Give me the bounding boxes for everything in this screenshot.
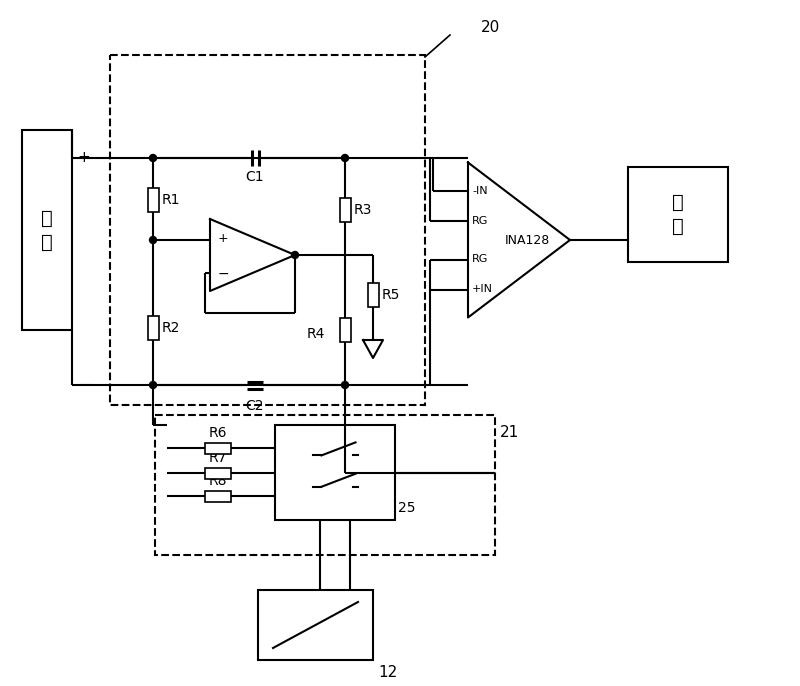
Text: +IN: +IN bbox=[472, 285, 493, 294]
Circle shape bbox=[150, 381, 157, 388]
Text: 输: 输 bbox=[672, 193, 684, 212]
Text: 25: 25 bbox=[398, 501, 415, 515]
Bar bbox=[367, 283, 378, 307]
Bar bbox=[205, 490, 231, 501]
Text: R5: R5 bbox=[382, 288, 400, 302]
Circle shape bbox=[150, 237, 157, 244]
Bar bbox=[147, 188, 158, 212]
Circle shape bbox=[342, 154, 349, 161]
Bar bbox=[339, 198, 350, 222]
Bar bbox=[339, 318, 350, 342]
Text: INA128: INA128 bbox=[504, 233, 550, 246]
Text: RG: RG bbox=[472, 215, 488, 226]
Text: 入: 入 bbox=[41, 233, 53, 252]
Text: 20: 20 bbox=[480, 21, 500, 36]
Text: R6: R6 bbox=[209, 426, 227, 440]
Text: 21: 21 bbox=[500, 425, 519, 440]
Text: −: − bbox=[77, 376, 91, 394]
Text: R1: R1 bbox=[162, 193, 181, 207]
Text: R2: R2 bbox=[162, 321, 180, 335]
Text: C2: C2 bbox=[246, 399, 264, 413]
Text: R3: R3 bbox=[354, 203, 372, 217]
Text: 12: 12 bbox=[378, 665, 398, 680]
Bar bbox=[110, 55, 425, 405]
Text: +: + bbox=[77, 150, 90, 165]
Text: R7: R7 bbox=[209, 451, 227, 465]
Bar bbox=[22, 130, 72, 330]
Text: 输: 输 bbox=[41, 209, 53, 228]
Circle shape bbox=[342, 381, 349, 388]
Text: −: − bbox=[218, 267, 230, 281]
Text: -IN: -IN bbox=[472, 185, 488, 196]
Text: +: + bbox=[218, 231, 229, 244]
Bar bbox=[205, 442, 231, 453]
Bar bbox=[258, 590, 373, 660]
Circle shape bbox=[150, 154, 157, 161]
Text: RG: RG bbox=[472, 255, 488, 265]
Text: C1: C1 bbox=[246, 170, 264, 184]
Text: R4: R4 bbox=[306, 327, 325, 341]
Bar bbox=[205, 467, 231, 479]
Bar bbox=[155, 415, 495, 555]
Text: R8: R8 bbox=[209, 474, 227, 488]
Bar bbox=[628, 167, 728, 262]
Circle shape bbox=[291, 252, 298, 259]
Text: 出: 出 bbox=[672, 217, 684, 236]
Bar bbox=[275, 425, 395, 520]
Bar bbox=[147, 316, 158, 340]
